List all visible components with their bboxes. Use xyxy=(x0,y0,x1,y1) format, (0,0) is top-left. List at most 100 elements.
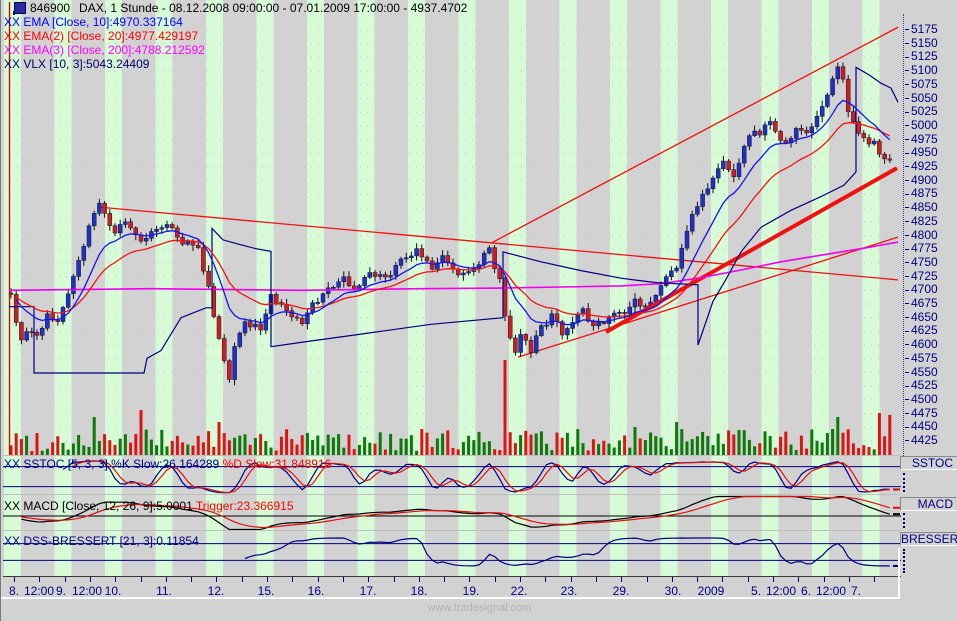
panel-separator xyxy=(3,530,901,531)
candle-body xyxy=(679,247,685,269)
legend-macd[interactable]: XX MACD [Close, 12, 26, 9]:5.0001 Trigge… xyxy=(4,499,294,513)
candle-body xyxy=(91,213,97,227)
candle-body xyxy=(559,321,565,336)
ema20-line xyxy=(15,122,891,318)
candle-body xyxy=(232,346,237,380)
panel-label-sstoc[interactable]: SSTOC xyxy=(900,456,957,470)
legend-ema20[interactable]: XX EMA(2) [Close, 20]:4977.429197 xyxy=(4,29,198,43)
candle-body xyxy=(24,331,29,341)
time-tick xyxy=(494,577,496,582)
candle-body xyxy=(658,285,664,296)
volume-bar xyxy=(695,436,699,455)
candle-body xyxy=(336,281,341,288)
volume-bar xyxy=(732,434,736,455)
volume-bar xyxy=(269,447,273,455)
legend-ema200[interactable]: XX EMA(3) [Close, 200]:4788.212592 xyxy=(4,43,205,57)
candle-body xyxy=(726,160,731,171)
volume-bar xyxy=(742,430,746,455)
legend-ema10[interactable]: XX EMA [Close, 10]:4970.337164 xyxy=(4,15,183,29)
volume-bar xyxy=(30,450,34,455)
volume-bar xyxy=(825,433,829,455)
volume-bar xyxy=(149,439,153,455)
volume-bar xyxy=(461,441,465,455)
time-axis[interactable]: 8. 12:00 9. 12:00 10. 11. 12. 15. 16. 17. 18. 19. 22… xyxy=(3,576,901,599)
time-tick xyxy=(317,577,319,582)
volume-bar xyxy=(170,440,174,455)
chart-title: 846900 DAX, 1 Stunde - 08.12.2008 09:00:0… xyxy=(30,1,467,15)
volume-bar xyxy=(519,435,523,455)
candle-body xyxy=(393,265,399,276)
candle-body xyxy=(388,275,393,278)
volume-bar xyxy=(82,445,86,455)
candle-body xyxy=(299,317,305,325)
volume-bar xyxy=(493,449,497,455)
candle-body xyxy=(819,106,825,117)
price-tick-label: 4600 xyxy=(905,338,938,351)
candle-body xyxy=(487,247,492,254)
volume-bar xyxy=(877,413,881,455)
candle-body xyxy=(117,224,123,234)
dss-panel-canvas[interactable] xyxy=(3,531,901,575)
volume-bar xyxy=(659,437,663,455)
candle-body xyxy=(570,322,575,329)
volume-bar xyxy=(846,429,850,455)
volume-bar xyxy=(139,410,143,455)
candle-body xyxy=(284,304,289,311)
time-tick-label: 8. xyxy=(8,584,20,598)
price-tick-label: 4850 xyxy=(905,201,938,214)
legend-vlx[interactable]: XX VLX [10, 3]:5043.24409 xyxy=(4,57,149,71)
price-axis[interactable]: 5175 5150 5125 5100 5075 5050 5025 5000 4975 4950… xyxy=(903,14,957,456)
price-tick-label: 4975 xyxy=(905,132,938,146)
volume-bar xyxy=(264,440,268,455)
volume-bar xyxy=(571,446,575,455)
candle-body xyxy=(315,302,321,304)
volume-bar xyxy=(61,442,65,455)
volume-bar xyxy=(690,439,694,455)
dss-mini-axis xyxy=(903,549,913,573)
candle-body xyxy=(341,276,347,282)
candle-body xyxy=(669,270,674,277)
main-chart-canvas[interactable] xyxy=(3,0,901,456)
price-tick-label: 5125 xyxy=(905,50,938,63)
volume-bar xyxy=(810,429,814,455)
volume-bar xyxy=(425,432,429,455)
time-tick-label: 12. xyxy=(207,584,225,598)
time-tick-label: 11. xyxy=(156,584,172,598)
candle-body xyxy=(695,206,700,215)
legend-sstoc-k-label: XX SSTOC [5, 3, 3] %K Slow:26.164289 xyxy=(4,457,220,471)
volume-bar xyxy=(591,439,595,455)
volume-bar xyxy=(675,422,679,455)
sstoc-panel-canvas[interactable] xyxy=(3,456,901,495)
panel-label-macd[interactable]: MACD xyxy=(900,497,957,511)
price-tick-label: 4450 xyxy=(905,420,938,433)
panel-separator xyxy=(3,455,901,456)
volume-bar xyxy=(45,448,49,455)
price-tick-label: 4575 xyxy=(905,351,938,365)
volume-bar xyxy=(274,450,278,455)
candle-body xyxy=(424,256,430,262)
legend-dss[interactable]: XX DSS-BRESSERT [21, 3]:0.11854 xyxy=(4,534,199,548)
candle-body xyxy=(362,277,367,286)
time-tick xyxy=(798,577,800,582)
time-tick xyxy=(165,577,167,582)
candle-body xyxy=(773,121,778,132)
candle-body xyxy=(804,130,809,134)
volume-bar xyxy=(316,435,320,455)
candle-body xyxy=(814,116,820,128)
volume-bar xyxy=(420,429,424,455)
volume-bar xyxy=(633,427,637,455)
macd-panel-canvas[interactable] xyxy=(3,495,901,531)
price-tick-label: 4750 xyxy=(905,255,938,269)
panel-label-bressert[interactable]: BRESSERT xyxy=(900,532,957,546)
candle-body xyxy=(305,312,310,325)
candle-body xyxy=(721,160,726,169)
volume-bar xyxy=(155,445,159,455)
candle-body xyxy=(377,274,383,277)
volume-bar xyxy=(857,448,861,455)
candle-body xyxy=(684,230,690,249)
legend-sstoc[interactable]: XX SSTOC [5, 3, 3] %K Slow:26.164289 %D … xyxy=(4,457,331,471)
price-tick-label: 4775 xyxy=(905,242,938,255)
volume-bar xyxy=(841,432,845,455)
watermark: www.tradesignal.com xyxy=(427,602,532,614)
ema200-line xyxy=(8,241,899,292)
